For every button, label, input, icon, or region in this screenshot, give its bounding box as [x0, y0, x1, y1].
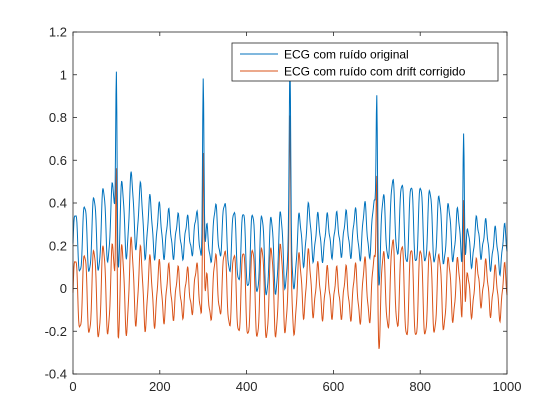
y-tick-label: 1 [60, 67, 67, 82]
legend: ECG com ruído original ECG com ruído com … [231, 42, 499, 82]
y-tick-label: -0.4 [45, 367, 67, 382]
legend-label: ECG com ruído original [284, 48, 409, 62]
x-tick-label: 400 [236, 379, 258, 394]
ticks: 0 200 400 600 800 1000 -0.4 -0.2 0 0.2 0.4 0.6 0.8 1 1… [45, 25, 522, 395]
series-line-drift-corrected [72, 115, 508, 349]
x-tick-label: 200 [149, 379, 171, 394]
y-tick-label: 0.2 [49, 238, 67, 253]
x-tick-label: 0 [69, 379, 76, 394]
y-tick-label: -0.2 [45, 324, 67, 339]
x-tick-label: 800 [409, 379, 431, 394]
y-tick-label: 0.4 [49, 196, 67, 211]
y-tick-label: 0 [60, 281, 67, 296]
legend-box [231, 42, 499, 82]
x-tick-label: 600 [323, 379, 345, 394]
y-tick-label: 0.8 [49, 110, 67, 125]
plot-lines [72, 61, 508, 349]
legend-label: ECG com ruído com drift corrigido [284, 65, 466, 79]
series-line-original [72, 61, 508, 296]
x-tick-label: 1000 [493, 379, 522, 394]
y-tick-label: 1.2 [49, 25, 67, 40]
y-tick-label: 0.6 [49, 153, 67, 168]
